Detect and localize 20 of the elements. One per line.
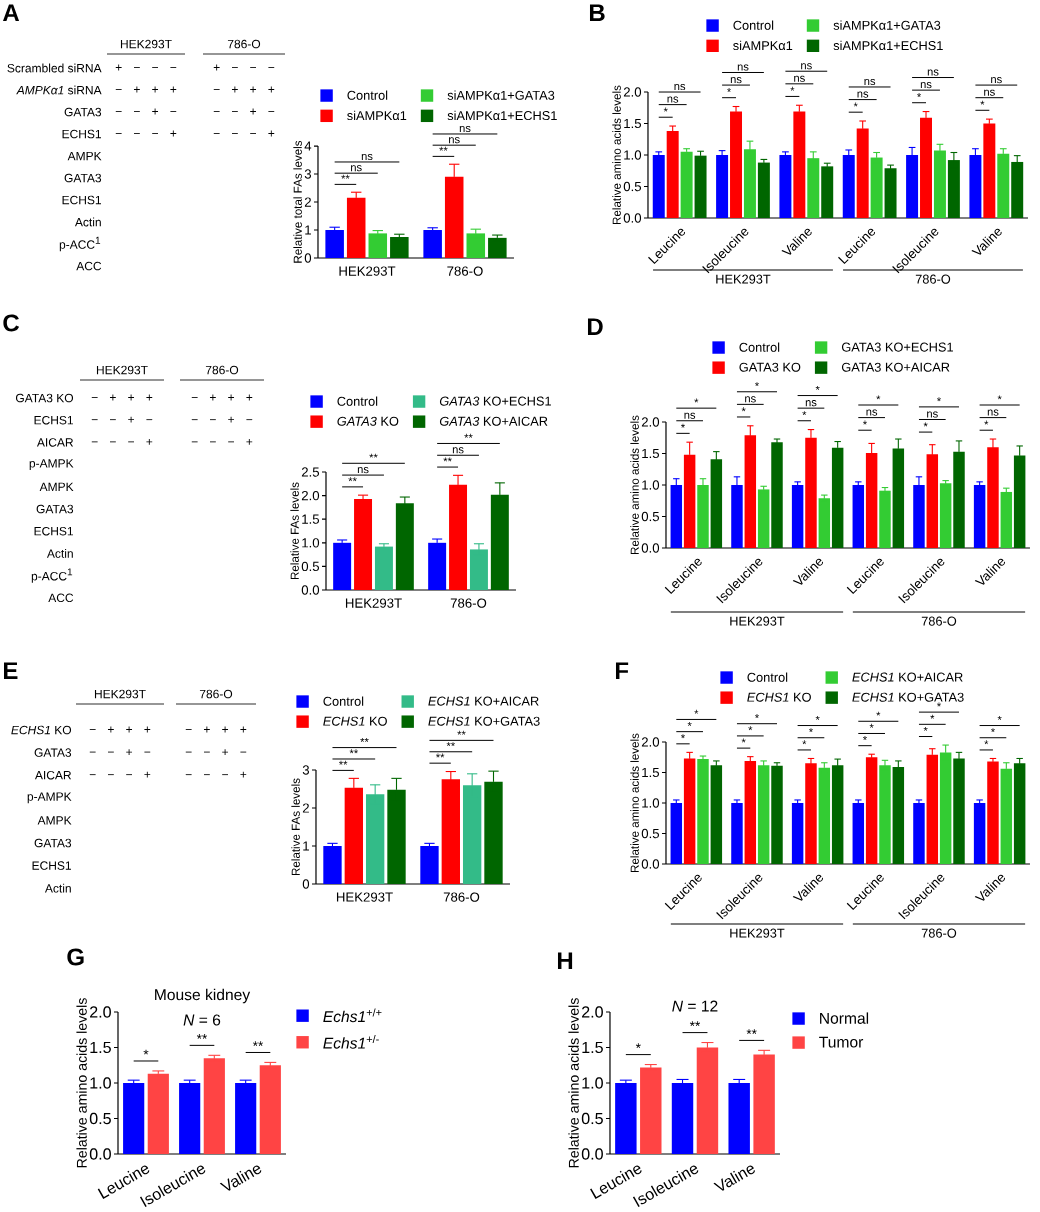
y-tick-label: 1.0 <box>90 1077 111 1089</box>
y-tick-label: 1.5 <box>90 1041 111 1054</box>
text: E <box>4 662 18 679</box>
y-tick-label: 0.0 <box>89 1148 111 1160</box>
y-tick-label: 0.0 <box>581 1148 603 1160</box>
y-tick-label: 2.0 <box>582 1006 603 1018</box>
y-tick-label: 0.5 <box>89 1112 111 1125</box>
text: G <box>67 948 84 966</box>
y-tick-label: 2.0 <box>90 1006 111 1018</box>
text: C <box>3 314 20 332</box>
text: H <box>557 952 573 969</box>
x-tick-label: Valine <box>219 1165 262 1191</box>
text: F <box>615 662 629 679</box>
x-tick-label: Valine <box>713 1165 755 1191</box>
text: A <box>3 4 20 21</box>
text: D <box>587 318 603 335</box>
text: B <box>589 4 605 21</box>
y-tick-label: 1.0 <box>582 1077 603 1089</box>
y-tick-label: 0.5 <box>581 1112 603 1125</box>
y-tick-label: 1.5 <box>582 1041 603 1054</box>
